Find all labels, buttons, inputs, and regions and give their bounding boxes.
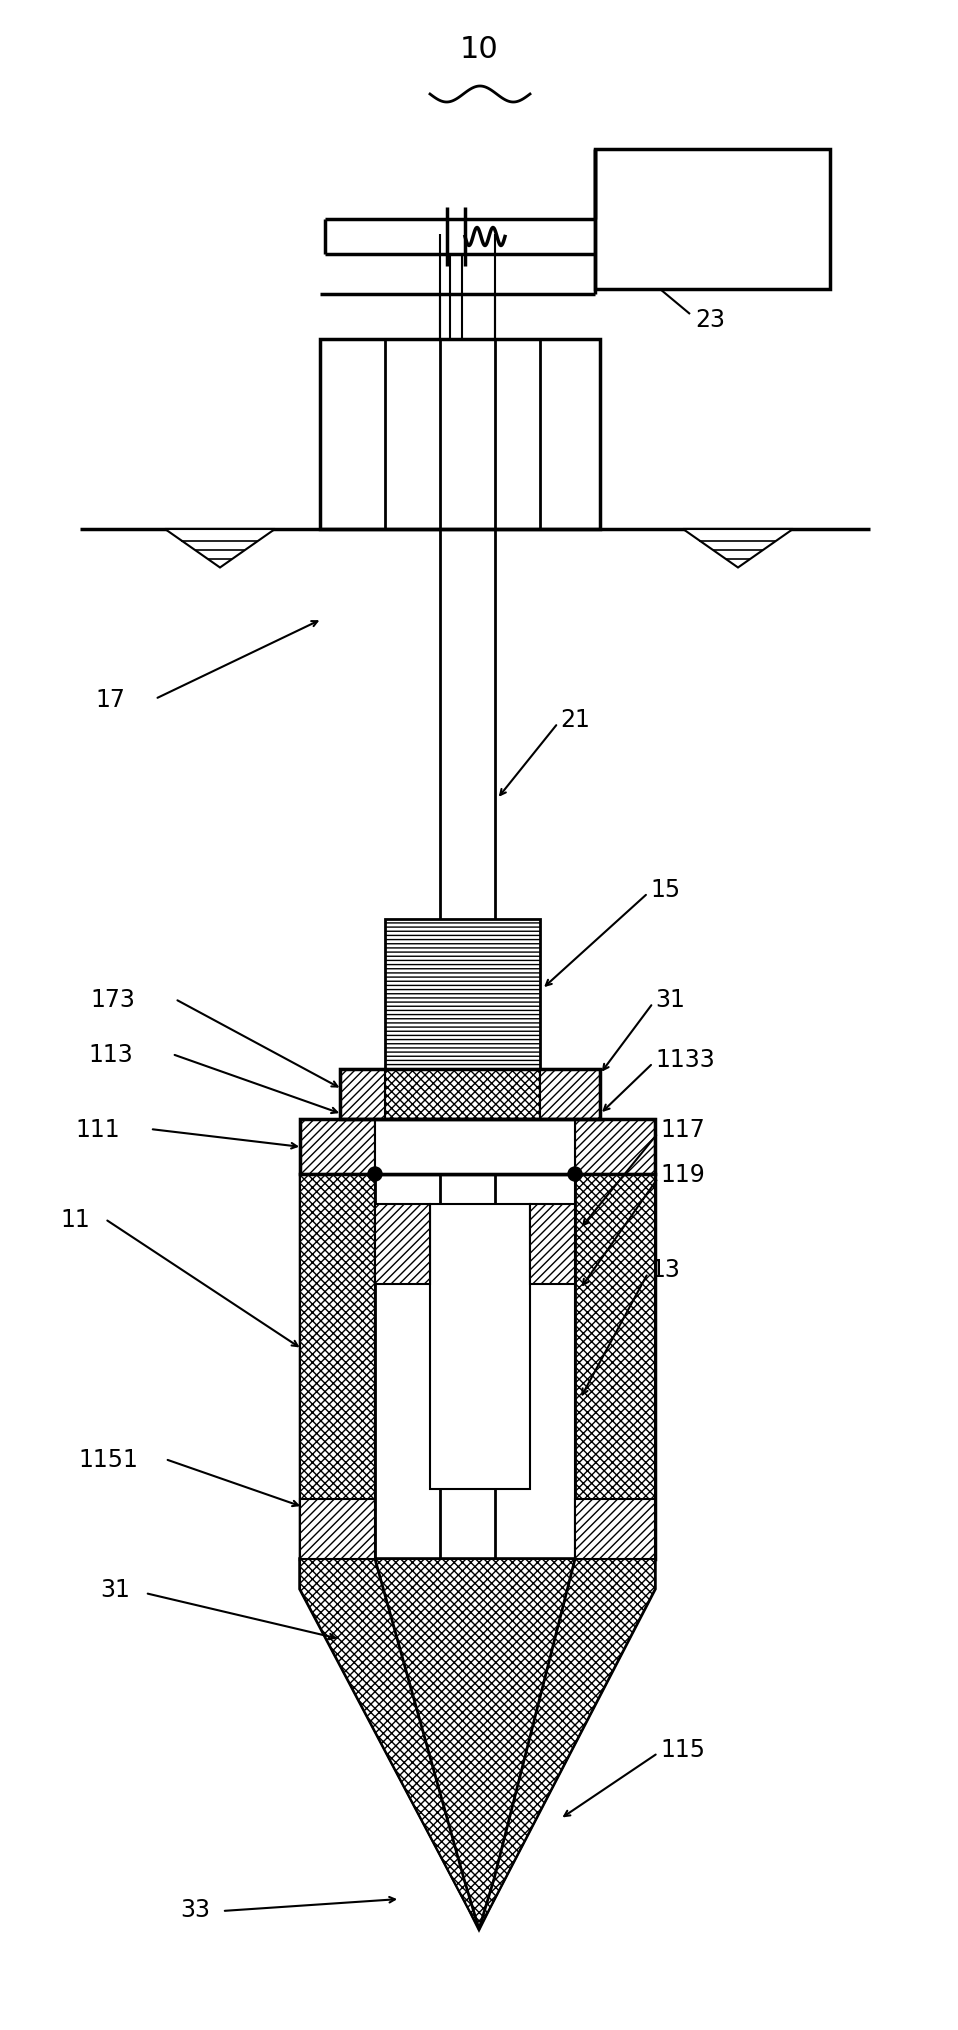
Text: 13: 13 [650,1257,680,1281]
Text: 1133: 1133 [655,1047,715,1072]
Polygon shape [683,530,793,568]
Text: 31: 31 [100,1577,130,1602]
Bar [385,1070,540,1119]
Polygon shape [300,1559,655,1928]
Bar [430,1204,530,1490]
Bar [300,1175,375,1559]
Bar [375,1119,575,1175]
Text: 113: 113 [88,1043,133,1066]
Polygon shape [300,1559,655,1928]
Text: 21: 21 [560,708,590,731]
Bar [375,1204,430,1285]
Bar [300,1175,655,1559]
Text: 10: 10 [460,35,498,65]
Bar [340,1070,600,1119]
Bar [540,1070,600,1119]
Text: 1151: 1151 [78,1447,138,1472]
Bar [595,150,830,290]
Bar [575,1500,655,1559]
Bar [320,339,600,530]
Text: 33: 33 [180,1898,210,1920]
Circle shape [368,1167,382,1181]
Circle shape [568,1167,582,1181]
Text: 11: 11 [60,1208,90,1232]
Text: 119: 119 [660,1163,705,1186]
Bar [300,1500,375,1559]
Text: 115: 115 [660,1738,705,1762]
Text: 173: 173 [90,987,135,1011]
Bar [385,920,540,1070]
Text: 31: 31 [655,987,685,1011]
Bar [530,1204,575,1285]
Text: 117: 117 [660,1116,705,1141]
Bar [300,1119,655,1175]
Text: 15: 15 [650,877,680,901]
Text: 17: 17 [95,688,125,713]
Bar [340,1070,385,1119]
Text: 23: 23 [695,309,725,331]
Text: 111: 111 [75,1116,120,1141]
Polygon shape [165,530,275,568]
Bar [300,1119,375,1175]
Bar [575,1175,655,1559]
Bar [575,1119,655,1175]
